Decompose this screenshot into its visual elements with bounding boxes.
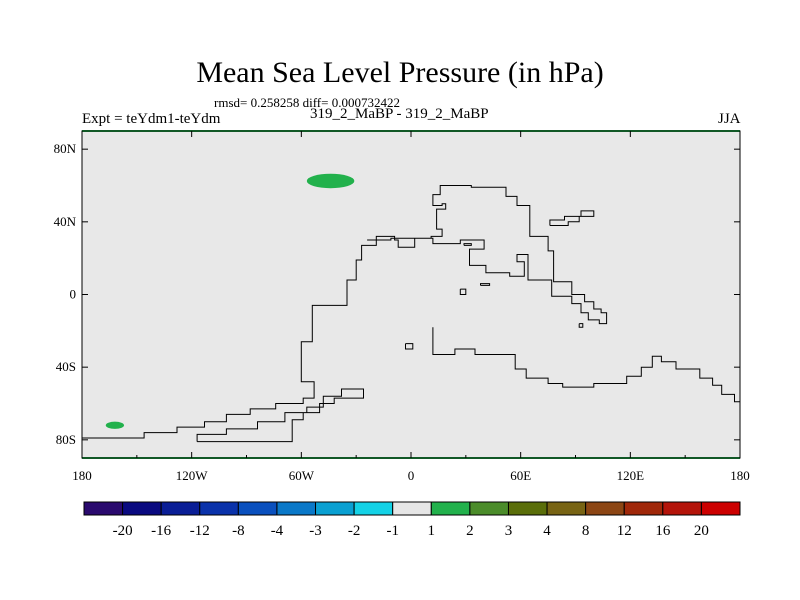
- colorbar-swatch: [700, 501, 741, 516]
- colorbar-label: 1: [428, 523, 436, 539]
- colorbar-swatch: [469, 501, 509, 516]
- y-axis: 80N 40N 0 40S 80S: [54, 141, 740, 447]
- peninsula-outline: [196, 388, 364, 443]
- colorbar-label: 16: [655, 523, 671, 539]
- colorbar-swatch: [392, 501, 432, 516]
- colorbar-label: -2: [348, 523, 361, 539]
- y-tick-label: 40S: [56, 359, 76, 374]
- x-tick-label: 120E: [617, 468, 645, 483]
- colorbar-label: -20: [113, 523, 133, 539]
- colorbar-label: -8: [232, 523, 245, 539]
- map-background: [82, 131, 740, 458]
- island-outline-north: [549, 210, 595, 226]
- colorbar-swatch: [160, 501, 201, 516]
- islet-outline-a: [463, 243, 472, 246]
- colorbar-label: 2: [466, 523, 474, 539]
- x-tick-label: 60W: [289, 468, 315, 483]
- x-tick-label: 0: [408, 468, 415, 483]
- colorbar-label: -3: [309, 523, 322, 539]
- coastline-layer: [82, 185, 740, 443]
- stats-label: rmsd= 0.258258 diff= 0.000732422: [214, 95, 400, 110]
- colorbar-swatch: [237, 501, 278, 516]
- x-tick-label: 180: [72, 468, 92, 483]
- colorbar-swatch: [199, 501, 239, 516]
- y-tick-label: 80S: [56, 432, 76, 447]
- x-tick-label: 180: [730, 468, 750, 483]
- colorbar-label: 20: [694, 523, 709, 539]
- colorbar-label: -4: [271, 523, 284, 539]
- colorbar-swatch: [585, 501, 625, 516]
- colorbar-swatch: [507, 501, 548, 516]
- north-atlantic-positive-blob: [306, 173, 355, 189]
- colorbar-swatch: [430, 501, 471, 516]
- islet-outline-d: [405, 343, 414, 350]
- colorbar-swatch: [83, 501, 124, 516]
- colorbar-label: 12: [617, 523, 632, 539]
- islet-outline-b: [459, 288, 467, 295]
- colorbar-label: 4: [543, 523, 551, 539]
- colorbar-label: 3: [505, 523, 513, 539]
- season-label: JJA: [718, 111, 741, 127]
- colorbar-label: -12: [190, 523, 210, 539]
- colorbar-swatch: [546, 501, 587, 516]
- colorbar-label: 8: [582, 523, 590, 539]
- colorbar-label: -1: [386, 523, 399, 539]
- y-tick-label: 40N: [54, 214, 77, 229]
- experiment-label: Expt = teYdm1-teYdm: [82, 111, 221, 127]
- chart-title: Mean Sea Level Pressure (in hPa): [196, 56, 604, 89]
- colorbar-swatch: [315, 501, 355, 516]
- run-label: 319_2_MaBP - 319_2_MaBP: [310, 106, 489, 122]
- south-pacific-positive-blob: [105, 421, 125, 429]
- colorbar-swatch: [122, 501, 162, 516]
- y-tick-label: 80N: [54, 141, 77, 156]
- x-tick-label: 60E: [510, 468, 531, 483]
- continent-outline-south: [432, 327, 740, 403]
- continent-outline-west: [82, 185, 608, 439]
- colorbar-swatch: [276, 501, 317, 516]
- colorbar: -20 -16 -12 -8 -4 -3 -2 -1 1 2 3 4 8 12 16 20: [83, 501, 741, 539]
- colorbar-swatch: [623, 501, 664, 516]
- islet-outline-c: [480, 283, 491, 286]
- y-tick-label: 0: [70, 287, 77, 302]
- anomaly-layer: [105, 173, 355, 429]
- colorbar-label: -16: [151, 523, 171, 539]
- colorbar-swatch: [662, 501, 702, 516]
- x-axis: 180 120W 60W 0 60E 120E 180: [72, 131, 750, 483]
- x-tick-label: 120W: [176, 468, 209, 483]
- island-outline-east: [578, 323, 584, 328]
- colorbar-swatch: [353, 501, 394, 516]
